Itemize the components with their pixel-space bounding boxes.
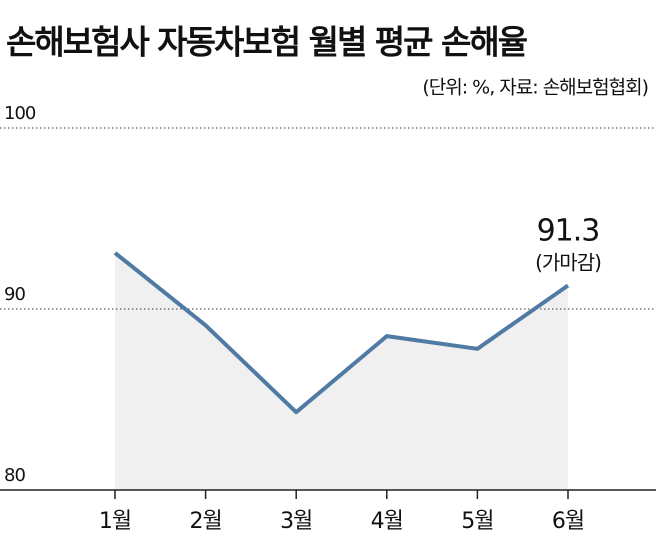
- y-tick-label: 100: [4, 103, 36, 124]
- x-tick-label: 4월: [371, 509, 403, 534]
- x-tick-label: 6월: [552, 509, 584, 534]
- chart-title: 손해보험사 자동차보험 월별 평균 손해율: [6, 23, 528, 62]
- y-tick-label: 90: [4, 284, 25, 305]
- chart-subtitle: (단위: %, 자료: 손해보험협회): [422, 77, 648, 99]
- x-tick-label: 5월: [461, 509, 493, 534]
- annotation: (가마감): [535, 251, 601, 275]
- x-tick-label: 3월: [280, 509, 312, 534]
- line: [113, 251, 570, 415]
- y-tick-label: 80: [4, 465, 25, 486]
- x-tick-label: 1월: [99, 509, 131, 534]
- x-tick-label: 2월: [189, 509, 221, 534]
- data-label: 91.3: [537, 214, 600, 249]
- area: [115, 252, 568, 490]
